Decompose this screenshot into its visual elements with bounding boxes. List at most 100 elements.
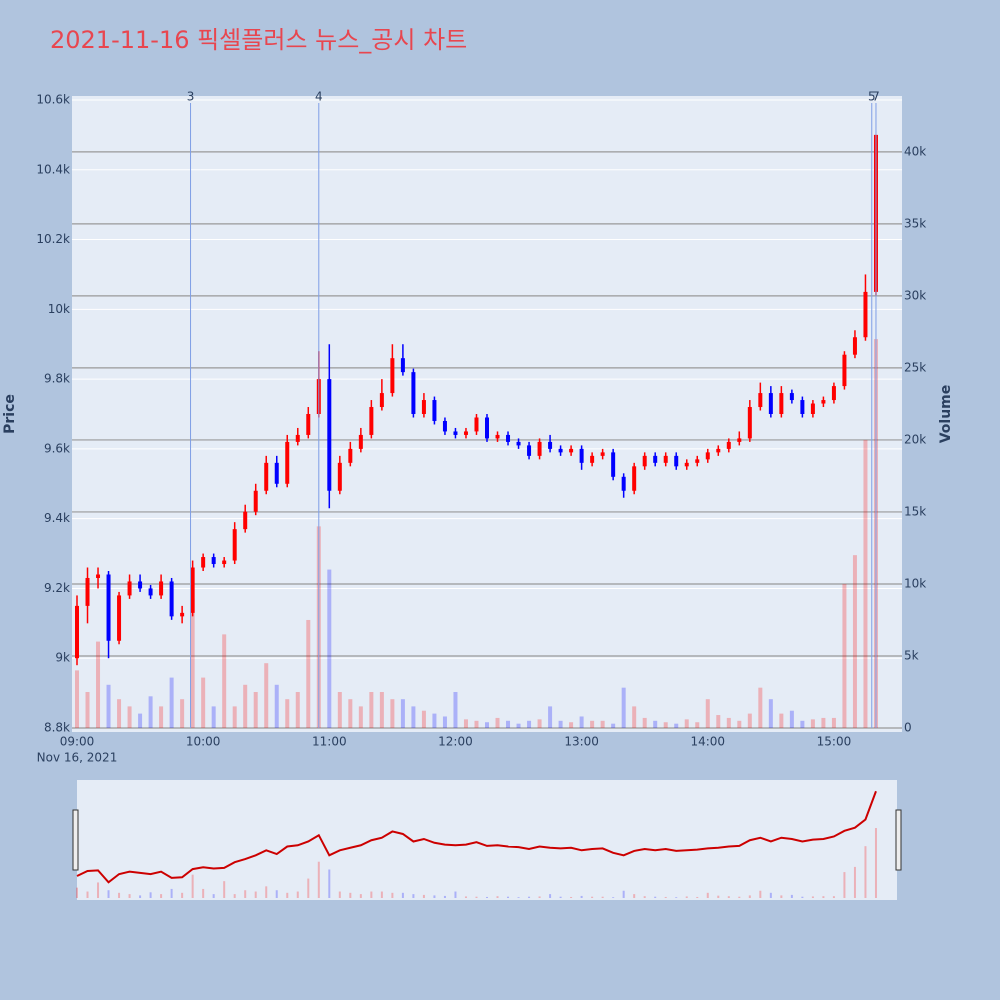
candle-body <box>138 581 143 589</box>
candle-body <box>789 393 794 401</box>
candle-body <box>379 393 384 408</box>
slider-volume-bar <box>864 846 867 898</box>
candle-body <box>201 557 206 568</box>
candle-body <box>117 595 122 641</box>
slider-volume-bar <box>811 896 814 898</box>
slider-volume-bar <box>391 892 394 898</box>
volume-bar <box>369 691 374 728</box>
y-tick-label: 8.8k <box>44 721 70 735</box>
x-tick-label: 10:00 <box>186 735 221 749</box>
slider-volume-bar <box>738 896 741 898</box>
volume-bar <box>642 717 647 728</box>
x-tick-label: 11:00 <box>312 735 347 749</box>
volume-bar <box>159 706 164 728</box>
volume-bar <box>863 439 868 728</box>
volume-bar <box>295 691 300 728</box>
y-tick-label: 10.6k <box>36 93 70 107</box>
volume-bar <box>253 691 258 728</box>
volume-bar <box>537 719 542 728</box>
volume-bar <box>653 720 658 728</box>
candle-body <box>253 490 258 512</box>
volume-bar <box>674 723 679 728</box>
candle-body <box>842 354 847 387</box>
x-tick-label: 15:00 <box>817 735 852 749</box>
volume-bar <box>842 583 847 728</box>
slider-handle[interactable] <box>895 809 902 871</box>
slider-volume-bar <box>853 866 856 898</box>
slider-volume-bar <box>496 896 499 898</box>
y-tick-label: 10.4k <box>36 162 70 176</box>
volume-bar <box>85 691 90 728</box>
slider-volume-bar <box>549 894 552 898</box>
volume-bar <box>579 716 584 728</box>
y2-tick-label: 10k <box>904 576 926 590</box>
volume-bar <box>222 634 227 728</box>
candle-body <box>600 452 605 456</box>
slider-volume-bar <box>612 897 615 898</box>
candle-body <box>474 417 479 432</box>
volume-bar <box>810 719 815 728</box>
slider-volume-bar <box>874 828 877 898</box>
candle-body <box>159 581 164 596</box>
volume-bar <box>400 699 405 728</box>
candle-body <box>190 567 195 613</box>
volume-bar <box>127 706 132 728</box>
volume-bar <box>169 677 174 728</box>
slider-volume-bar <box>780 895 783 898</box>
candle-body <box>390 358 395 394</box>
slider-volume-bar <box>359 894 362 898</box>
x-tick-label: 12:00 <box>438 735 473 749</box>
volume-bar <box>117 699 122 728</box>
slider-volume-bar <box>338 891 341 898</box>
volume-bar <box>463 719 468 728</box>
volume-bar <box>527 720 532 728</box>
candle-body <box>306 414 311 435</box>
volume-bar <box>800 720 805 728</box>
volume-bar <box>695 722 700 728</box>
slider-volume-bar <box>275 890 278 898</box>
candle-body <box>579 448 584 463</box>
candle-body <box>800 400 805 414</box>
news-marker-label: 4 <box>315 90 323 104</box>
y2-tick-label: 20k <box>904 432 926 446</box>
slider-volume-bar <box>433 895 436 898</box>
candle-body <box>222 560 227 565</box>
candle-body <box>264 462 269 491</box>
candle-body <box>653 455 658 463</box>
y2-tick-label: 15k <box>904 504 926 518</box>
slider-handle[interactable] <box>72 809 79 871</box>
volume-bar <box>726 717 731 728</box>
volume-bar <box>348 699 353 728</box>
volume-bar <box>684 719 689 728</box>
slider-volume-bar <box>149 892 152 898</box>
slider-volume-bar <box>97 882 100 898</box>
volume-bar <box>852 555 857 728</box>
news-marker-label: 3 <box>187 90 195 104</box>
slider-volume-bar <box>76 887 78 898</box>
candle-body <box>369 407 374 435</box>
slider-volume-bar <box>370 891 373 898</box>
slider-volume-bar <box>265 886 268 898</box>
volume-bar <box>190 598 195 728</box>
slider-volume-bar <box>538 896 541 898</box>
slider-volume-bar <box>380 891 383 898</box>
candle-body <box>285 441 290 484</box>
slider-volume-bar <box>475 896 478 898</box>
slider-volume-bar <box>212 894 215 898</box>
y-tick-label: 9.6k <box>44 441 70 455</box>
candle-body <box>810 403 815 414</box>
volume-bar <box>306 619 311 728</box>
slider-volume-bar <box>517 897 520 898</box>
candle-body <box>632 466 637 491</box>
volume-bar <box>264 663 269 728</box>
range-slider[interactable] <box>77 780 897 900</box>
candle-body <box>348 448 353 463</box>
y-tick-label: 9k <box>55 651 70 665</box>
volume-bar <box>821 717 826 728</box>
chart-title: 2021-11-16 픽셀플러스 뉴스_공시 차트 <box>50 26 467 54</box>
slider-volume-bar <box>591 896 594 898</box>
volume-bar <box>495 717 500 728</box>
candle-body <box>400 358 405 373</box>
slider-volume-bar <box>107 890 110 898</box>
